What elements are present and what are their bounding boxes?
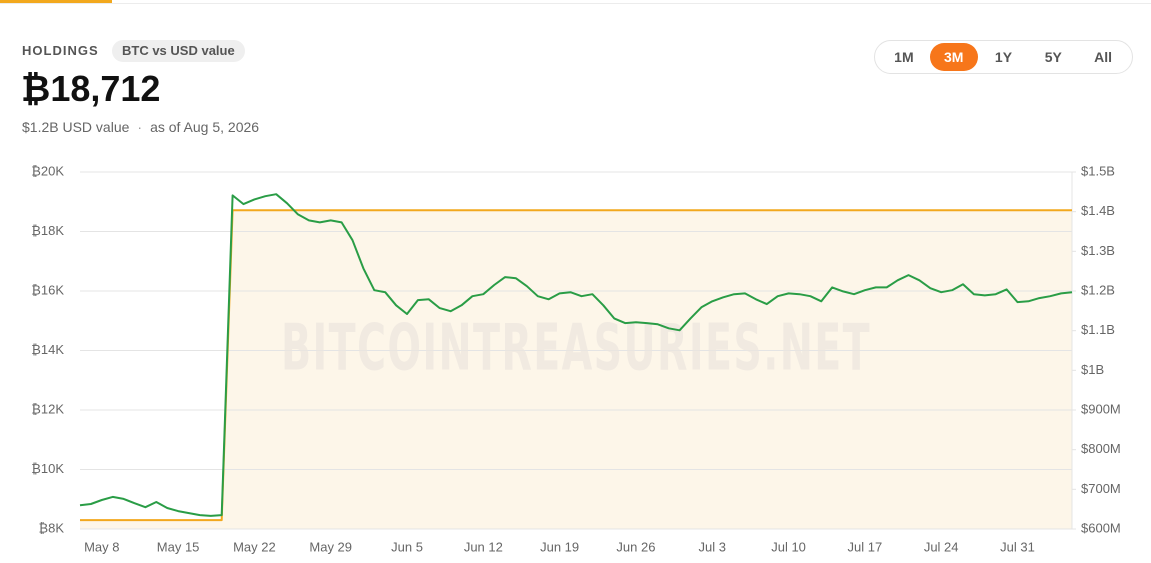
y-tick-label: ₿10K: [31, 461, 64, 476]
range-button[interactable]: All: [1094, 49, 1113, 65]
y2-tick-label: $800M: [1081, 441, 1121, 456]
y2-tick-label: $1.3B: [1081, 243, 1115, 258]
y2-tick-label: $900M: [1081, 401, 1121, 416]
as-of-date: as of Aug 5, 2026: [150, 119, 260, 135]
range-selector: 1M 3M 1Y 5Y All: [874, 40, 1133, 74]
x-tick-label: May 29: [309, 539, 352, 554]
badge: BTC vs USD value: [112, 40, 245, 62]
x-tick-label: May 8: [84, 539, 119, 554]
watermark: BITCOINTREASURIES.NET: [281, 312, 871, 386]
x-tick-label: Jun 5: [391, 539, 423, 554]
x-tick-label: Jul 3: [699, 539, 726, 554]
range-button[interactable]: 1M: [894, 49, 914, 65]
x-tick-label: Jul 31: [1000, 539, 1035, 554]
y-tick-label: ₿14K: [31, 342, 64, 357]
usd-value: $1.2B USD value: [22, 119, 130, 135]
x-tick-label: Jul 17: [848, 539, 883, 554]
y-tick-label: ₿16K: [31, 282, 64, 297]
separator: ·: [137, 119, 143, 135]
y2-tick-label: $600M: [1081, 520, 1121, 535]
area-fill: [80, 210, 1072, 529]
y-tick-label: ₿18K: [31, 223, 64, 238]
series-line: [80, 209, 1072, 522]
y2-tick-label: $1.4B: [1081, 203, 1115, 218]
y2-tick-label: $1.2B: [1081, 282, 1115, 297]
y2-tick-label: $1.1B: [1081, 322, 1115, 337]
x-tick-label: Jun 26: [616, 539, 655, 554]
y2-tick-label: $1.5B: [1081, 163, 1115, 178]
y-tick-label: ₿20K: [31, 163, 64, 178]
x-tick-label: May 22: [233, 539, 276, 554]
y2-tick-label: $1B: [1081, 362, 1104, 377]
y2-tick-label: $700M: [1081, 481, 1121, 496]
x-tick-label: Jul 24: [924, 539, 959, 554]
x-tick-label: Jun 19: [540, 539, 579, 554]
subline: $1.2B USD value · as of Aug 5, 2026: [22, 119, 259, 135]
range-button[interactable]: 1Y: [994, 49, 1013, 65]
section-title: HOLDINGS: [22, 43, 99, 58]
tab-bar: [0, 0, 1151, 4]
y-tick-label: ₿8K: [38, 520, 64, 535]
series-line: [79, 193, 1073, 517]
range-button[interactable]: 5Y: [1044, 49, 1062, 65]
range-button[interactable]: 3M: [929, 43, 978, 71]
y-tick-label: ₿12K: [31, 401, 64, 416]
x-tick-label: Jul 10: [771, 539, 806, 554]
x-tick-label: Jun 12: [464, 539, 503, 554]
holdings-value: ₿18,712: [21, 68, 161, 109]
tab-indicator: [0, 0, 112, 3]
x-tick-label: May 15: [157, 539, 200, 554]
